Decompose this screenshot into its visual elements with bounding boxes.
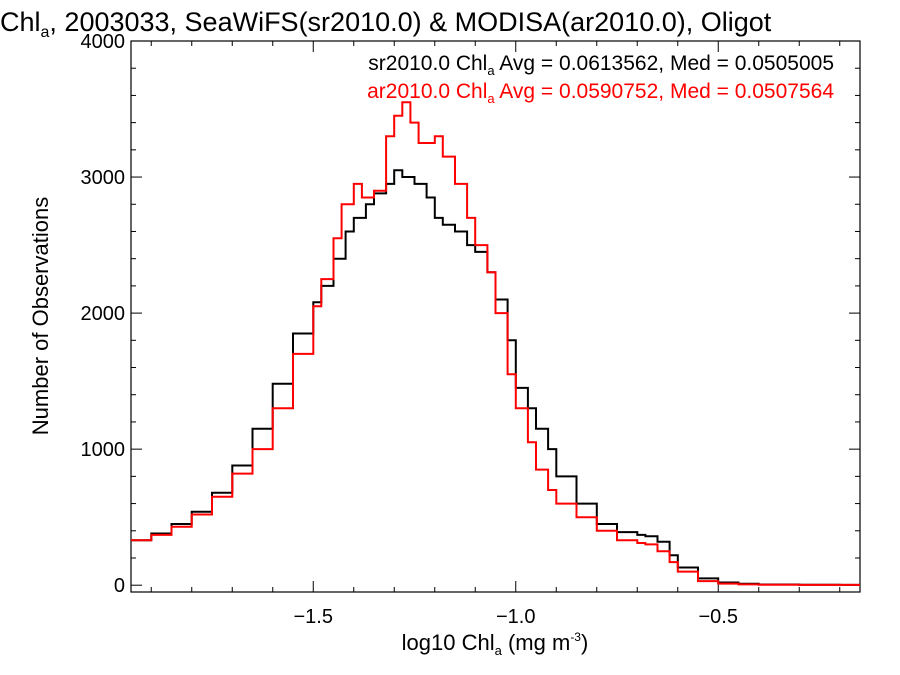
y-tick-label: 3000 [81,167,126,189]
x-tick-label: −1.5 [294,606,333,628]
x-axis-label-exponent: -3 [570,630,581,644]
x-axis-label-units: (mg m [502,630,570,655]
legend-entry-ar2010: ar2010.0 Chla Avg = 0.0590752, Med = 0.0… [367,80,834,106]
x-axis-label-main: log10 Chl [402,630,495,655]
legend-sr2010-subscript: a [487,63,495,78]
y-axis-label: Number of Observations [28,197,53,435]
series-group [131,101,860,586]
series-line-ar20100 [131,101,860,586]
y-tick-label: 4000 [81,31,126,53]
legend-ar2010-subscript: a [487,91,495,106]
x-axis-ticks: −1.5 −1.0 −0.5 [150,41,841,628]
y-axis-ticks: 0 1000 2000 3000 4000 [81,31,860,597]
x-tick-label: −0.5 [699,606,738,628]
x-axis-label-close: ) [581,630,588,655]
y-tick-label: 1000 [81,439,126,461]
chart-title-subscript: a [41,24,50,41]
x-tick-label: −1.0 [496,606,535,628]
legend-ar2010-suffix: Avg = 0.0590752, Med = 0.0507564 [495,80,835,103]
plot-frame [130,40,861,593]
legend-sr2010-prefix: sr2010.0 Chl [368,52,487,75]
chart-title: Chla, 2003033, SeaWiFS(sr2010.0) & MODIS… [0,7,772,41]
x-axis-label: log10 Chla (mg m-3) [402,630,589,658]
chart-title-main: Chl [0,7,41,37]
legend-ar2010-prefix: ar2010.0 Chl [367,80,487,103]
x-axis-label-subscript: a [495,643,503,658]
y-tick-label: 0 [114,575,125,597]
series-line-sr20100 [131,169,860,586]
legend-sr2010-suffix: Avg = 0.0613562, Med = 0.0505005 [495,52,834,75]
y-tick-label: 2000 [81,303,126,325]
legend-entry-sr2010: sr2010.0 Chla Avg = 0.0613562, Med = 0.0… [368,52,834,78]
chart-title-rest: , 2003033, SeaWiFS(sr2010.0) & MODISA(ar… [49,7,771,37]
